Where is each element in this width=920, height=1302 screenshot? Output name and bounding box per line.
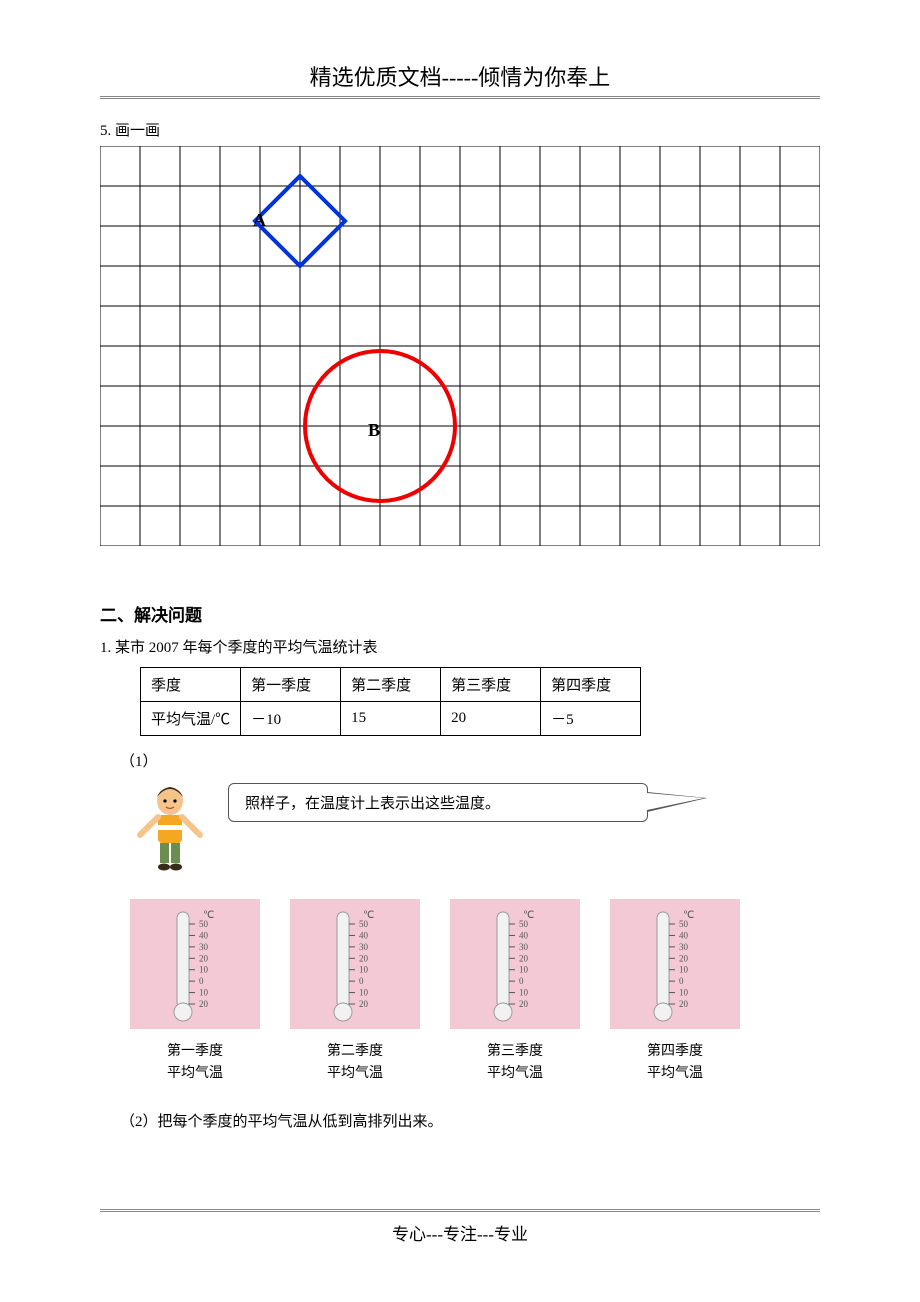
table-cell: 平均气温/℃	[141, 702, 241, 736]
svg-text:40: 40	[359, 930, 369, 940]
table-cell: 季度	[141, 668, 241, 702]
svg-text:20: 20	[199, 953, 209, 963]
q5-grid-figure: AB	[100, 146, 820, 551]
svg-text:30: 30	[199, 942, 209, 952]
thermo-label-line2: 平均气温	[130, 1063, 260, 1085]
svg-text:10: 10	[199, 965, 209, 975]
svg-text:50: 50	[679, 919, 689, 929]
svg-text:20: 20	[679, 999, 689, 1009]
table-cell: －5	[541, 702, 641, 736]
table-cell: 第三季度	[441, 668, 541, 702]
thermometer-box: ℃504030201001020	[610, 899, 740, 1029]
thermometer-icon: ℃504030201001020	[315, 904, 395, 1024]
thermo-label-line2: 平均气温	[450, 1063, 580, 1085]
table-cell: －10	[241, 702, 341, 736]
page-footer: 专心---专注---专业	[100, 1211, 820, 1245]
page-header-title: 精选优质文档-----倾情为你奉上	[100, 60, 820, 92]
svg-text:50: 50	[199, 919, 209, 929]
q5-label: 5. 画一画	[100, 119, 820, 140]
svg-text:0: 0	[519, 976, 524, 986]
svg-text:40: 40	[519, 930, 529, 940]
svg-text:10: 10	[199, 988, 209, 998]
thermometer-cell: ℃504030201001020第一季度平均气温	[130, 899, 260, 1086]
q1-sub2-label: （2）把每个季度的平均气温从低到高排列出来。	[120, 1110, 820, 1131]
svg-text:10: 10	[679, 965, 689, 975]
thermometer-icon: ℃504030201001020	[635, 904, 715, 1024]
thermo-label-line1: 第四季度	[610, 1041, 740, 1063]
svg-text:10: 10	[519, 965, 529, 975]
table-cell: 第四季度	[541, 668, 641, 702]
thermometer-icon: ℃504030201001020	[475, 904, 555, 1024]
table-cell: 15	[341, 702, 441, 736]
thermometer-cell: ℃504030201001020第二季度平均气温	[290, 899, 420, 1086]
svg-text:10: 10	[359, 965, 369, 975]
thermometer-cell: ℃504030201001020第四季度平均气温	[610, 899, 740, 1086]
speech-bubble: 照样子，在温度计上表示出这些温度。	[228, 783, 648, 822]
thermo-label-line2: 平均气温	[610, 1063, 740, 1085]
thermometer-box: ℃504030201001020	[290, 899, 420, 1029]
q1-sub1-label: （1）	[120, 750, 820, 771]
svg-text:20: 20	[359, 953, 369, 963]
svg-text:0: 0	[359, 976, 364, 986]
thermometer-box: ℃504030201001020	[130, 899, 260, 1029]
thermometer-icon: ℃504030201001020	[155, 904, 235, 1024]
svg-text:20: 20	[679, 953, 689, 963]
svg-text:50: 50	[519, 919, 529, 929]
table-cell: 20	[441, 702, 541, 736]
thermo-label-line2: 平均气温	[290, 1063, 420, 1085]
table-cell: 第一季度	[241, 668, 341, 702]
thermometer-cell: ℃504030201001020第三季度平均气温	[450, 899, 580, 1086]
table-cell: 第二季度	[341, 668, 441, 702]
svg-text:40: 40	[199, 930, 209, 940]
q1-intro: 1. 某市 2007 年每个季度的平均气温统计表	[100, 636, 820, 657]
thermometer-box: ℃504030201001020	[450, 899, 580, 1029]
svg-text:20: 20	[199, 999, 209, 1009]
q5-grid-svg: AB	[100, 146, 820, 546]
header-rule	[100, 96, 820, 99]
cartoon-boy-icon	[130, 777, 210, 877]
svg-text:10: 10	[359, 988, 369, 998]
svg-text:50: 50	[359, 919, 369, 929]
section2-title: 二、解决问题	[100, 601, 820, 626]
svg-text:20: 20	[519, 953, 529, 963]
svg-text:A: A	[253, 210, 266, 230]
svg-text:30: 30	[679, 942, 689, 952]
thermo-label-line1: 第三季度	[450, 1041, 580, 1063]
svg-text:20: 20	[519, 999, 529, 1009]
svg-text:10: 10	[679, 988, 689, 998]
svg-text:30: 30	[519, 942, 529, 952]
svg-text:20: 20	[359, 999, 369, 1009]
svg-text:40: 40	[679, 930, 689, 940]
thermo-label-line1: 第一季度	[130, 1041, 260, 1063]
thermometer-row: ℃504030201001020第一季度平均气温℃504030201001020…	[130, 899, 820, 1086]
q1-temperature-table: 季度 第一季度 第二季度 第三季度 第四季度 平均气温/℃ －10 15 20 …	[140, 667, 641, 736]
footer-text: 专心---专注---专业	[392, 1225, 528, 1244]
svg-text:0: 0	[199, 976, 204, 986]
svg-text:10: 10	[519, 988, 529, 998]
q1-speech-row: 照样子，在温度计上表示出这些温度。	[130, 777, 820, 877]
thermo-label-line1: 第二季度	[290, 1041, 420, 1063]
speech-text: 照样子，在温度计上表示出这些温度。	[245, 796, 500, 812]
svg-text:B: B	[368, 420, 380, 440]
svg-text:30: 30	[359, 942, 369, 952]
svg-text:0: 0	[679, 976, 684, 986]
